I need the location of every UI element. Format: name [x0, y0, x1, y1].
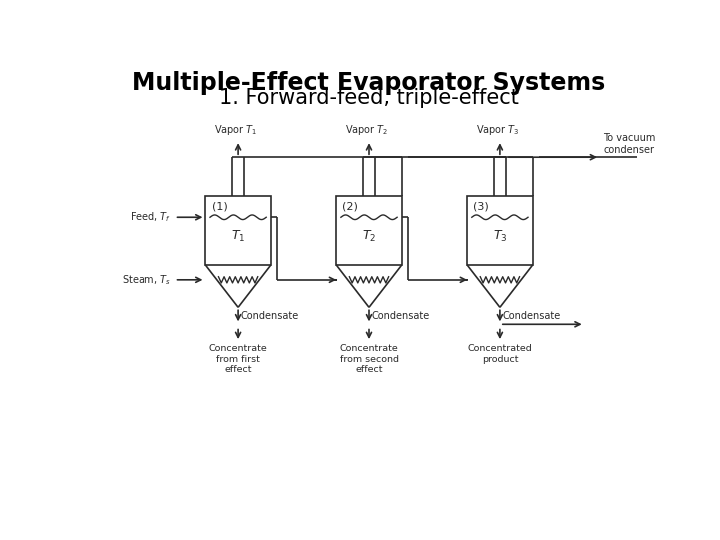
Text: Concentrate
from first
effect: Concentrate from first effect	[209, 345, 267, 374]
Text: Concentrated
product: Concentrated product	[467, 345, 532, 364]
Text: Vapor $T_2$: Vapor $T_2$	[345, 123, 388, 137]
Text: (1): (1)	[212, 202, 228, 212]
Text: Vapor $T_1$: Vapor $T_1$	[214, 123, 258, 137]
Text: Condensate: Condensate	[372, 311, 430, 321]
Text: Condensate: Condensate	[503, 311, 560, 321]
Text: $T_3$: $T_3$	[492, 229, 507, 244]
Text: Vapor $T_3$: Vapor $T_3$	[476, 123, 519, 137]
Bar	[205, 195, 271, 265]
Text: Steam, $T_s$: Steam, $T_s$	[122, 273, 171, 287]
Text: Multiple-Effect Evaporator Systems: Multiple-Effect Evaporator Systems	[132, 71, 606, 95]
Bar	[467, 195, 533, 265]
Text: To vacuum
condenser: To vacuum condenser	[603, 133, 655, 155]
Text: Concentrate
from second
effect: Concentrate from second effect	[340, 345, 398, 374]
Text: Condensate: Condensate	[240, 311, 299, 321]
Text: 1. Forward-feed, triple-effect: 1. Forward-feed, triple-effect	[219, 88, 519, 108]
Text: (2): (2)	[343, 202, 359, 212]
Text: $T_2$: $T_2$	[362, 229, 376, 244]
Bar	[336, 195, 402, 265]
Text: $T_1$: $T_1$	[231, 229, 246, 244]
Text: Feed, $T_f$: Feed, $T_f$	[130, 211, 171, 224]
Text: (3): (3)	[473, 202, 489, 212]
